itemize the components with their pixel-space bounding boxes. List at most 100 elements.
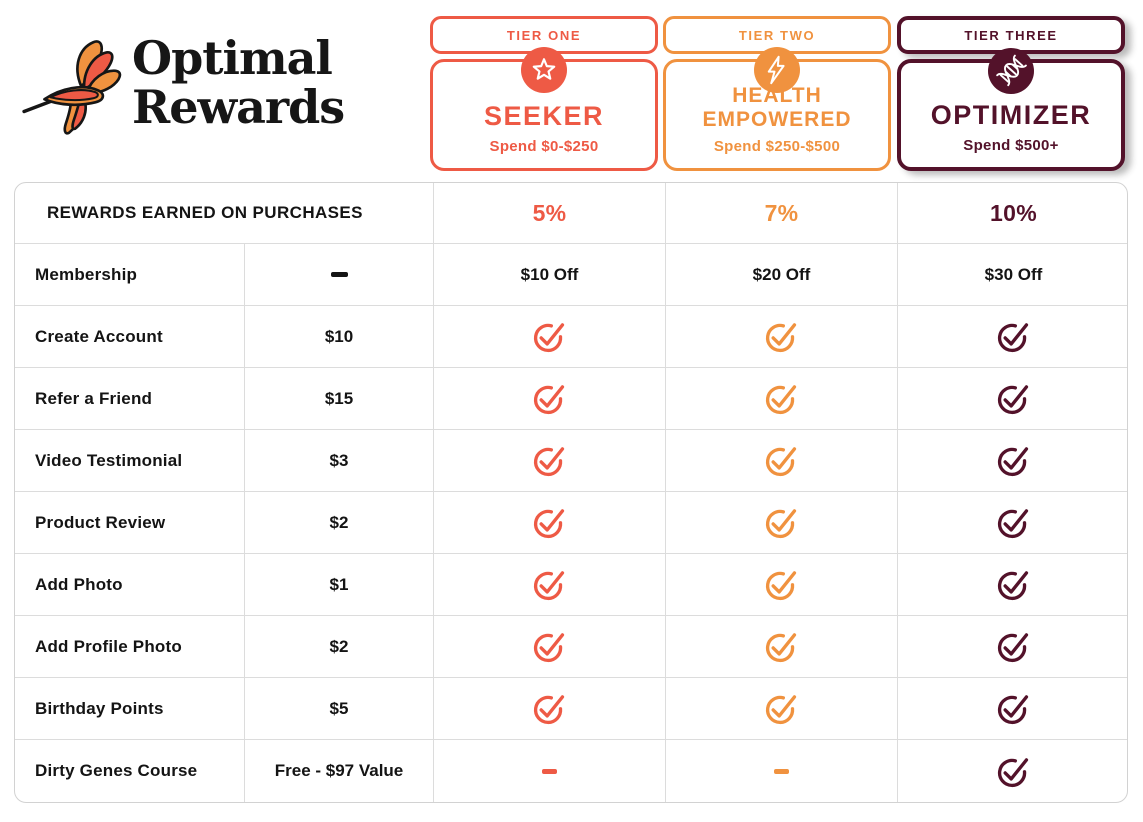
check-circle-icon [533,633,565,663]
tier2-value-cell [666,430,898,492]
rewards-comparison-table: REWARDS EARNED ON PURCHASES 5% 7% 10% Me… [14,182,1128,803]
row-label-cell: Add Photo [15,554,245,616]
check-circle-icon [765,695,797,725]
tier1-value-text: $10 Off [520,264,579,284]
tier-card-seeker: TIER ONE SEEKER Spend $0-$250 [430,16,658,171]
tier-one-spend: Spend $0-$250 [489,138,599,155]
base-value-cell: $15 [245,368,434,430]
check-circle-icon [997,757,1029,787]
check-circle-icon [997,633,1029,663]
logo-line-2: Rewards [132,80,345,134]
tier2-value-text: $20 Off [752,264,811,284]
base-value-cell: $5 [245,678,434,740]
tier1-value-cell [434,740,666,802]
lightning-icon [754,47,800,93]
check-circle-icon [997,385,1029,415]
tier3-rate-cell: 10% [898,183,1127,244]
base-value-cell: $3 [245,430,434,492]
row-label-cell: Create Account [15,306,245,368]
star-icon [521,47,567,93]
tier1-value-cell [434,616,666,678]
base-value-text: $10 [324,326,354,346]
tier1-value-cell [434,678,666,740]
tier3-value-cell [898,492,1127,554]
tier2-value-cell [666,368,898,430]
base-value-text: $15 [324,388,354,408]
logo-wordmark: Optimal Rewards [132,31,345,134]
base-value-cell [245,244,434,306]
tier1-value-cell [434,430,666,492]
table-header-label: REWARDS EARNED ON PURCHASES [15,183,434,244]
check-circle-icon [533,323,565,353]
logo-line-1: Optimal [132,31,333,85]
base-value-text: $5 [329,698,349,718]
tier3-value-cell [898,616,1127,678]
tier1-value-cell [434,368,666,430]
logo: Optimal Rewards [20,28,345,140]
check-circle-icon [765,633,797,663]
base-value-text: $3 [329,450,349,470]
tier3-value-cell [898,430,1127,492]
check-circle-icon [997,447,1029,477]
tier3-value-cell [898,678,1127,740]
tier3-value-cell [898,368,1127,430]
tier-two-card: HEALTH EMPOWERED Spend $250-$500 [663,47,891,171]
tier-three-name: OPTIMIZER [930,100,1092,130]
hummingbird-icon [22,40,122,135]
tier-three-label: TIER THREE [964,27,1058,43]
tier2-value-cell [666,554,898,616]
row-label-cell: Dirty Genes Course [15,740,245,802]
check-circle-icon [997,509,1029,539]
tier-card-optimizer: TIER THREE OPTIMIZER Spend $500+ [897,16,1125,171]
tier3-value-cell [898,740,1127,802]
tier2-rate-cell: 7% [666,183,898,244]
tier3-value-cell: $30 Off [898,244,1127,306]
row-label-cell: Add Profile Photo [15,616,245,678]
base-value-text: $2 [329,636,349,656]
base-value-text: Free - $97 Value [274,761,404,780]
row-label-cell: Membership [15,244,245,306]
tier-two-spend: Spend $250-$500 [713,138,841,155]
base-value-cell: $2 [245,616,434,678]
tier2-value-cell [666,740,898,802]
dna-icon [988,48,1034,94]
check-circle-icon [765,323,797,353]
tier-one-name: SEEKER [483,101,605,131]
tier1-value-cell [434,306,666,368]
tier3-value-cell [898,306,1127,368]
check-circle-icon [997,323,1029,353]
check-circle-icon [765,509,797,539]
tier-three-card: OPTIMIZER Spend $500+ [897,48,1125,171]
tier3-value-text: $30 Off [984,264,1043,284]
tier2-value-cell [666,306,898,368]
check-circle-icon [533,447,565,477]
base-value-text: $2 [329,512,349,532]
tier2-value-cell [666,678,898,740]
tier1-rate-cell: 5% [434,183,666,244]
base-value-cell: $10 [245,306,434,368]
row-label-cell: Video Testimonial [15,430,245,492]
check-circle-icon [997,571,1029,601]
tier-one-label: TIER ONE [506,27,582,43]
tier1-value-cell [434,492,666,554]
row-label-cell: Birthday Points [15,678,245,740]
tier-two-name: HEALTH EMPOWERED [702,84,852,131]
tier2-value-cell [666,492,898,554]
check-circle-icon [533,509,565,539]
row-label-cell: Refer a Friend [15,368,245,430]
tier2-value-cell [666,616,898,678]
check-circle-icon [533,695,565,725]
base-value-cell: $1 [245,554,434,616]
tier1-value-cell: $10 Off [434,244,666,306]
tier3-value-cell [898,554,1127,616]
base-value-cell: Free - $97 Value [245,740,434,802]
tier1-value-cell [434,554,666,616]
check-circle-icon [533,385,565,415]
dash-icon [330,272,348,277]
check-circle-icon [765,447,797,477]
check-circle-icon [765,385,797,415]
dash-icon [542,768,557,774]
dash-icon [774,768,789,774]
base-value-text: $1 [329,574,349,594]
